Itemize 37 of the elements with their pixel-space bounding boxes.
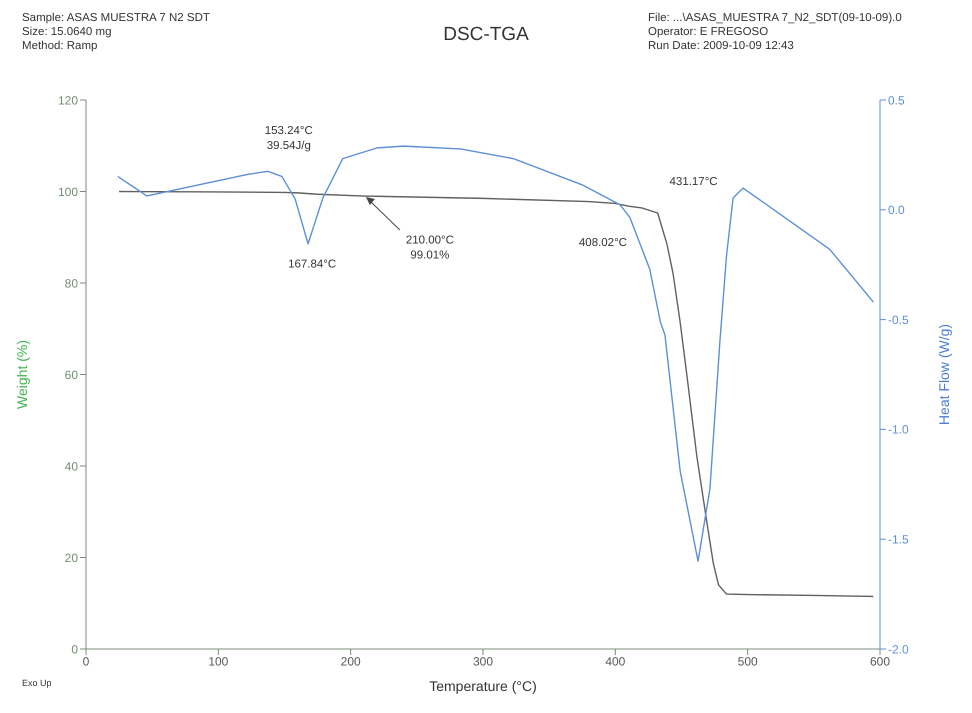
y2-tick-label: 0.5 (888, 93, 906, 108)
x-tick-label: 400 (605, 654, 626, 669)
text: Sample: ASAS MUESTRA 7 N2 SDT (22, 12, 210, 24)
x-tick-label: 300 (472, 654, 494, 669)
y-tick-label: 60 (64, 368, 78, 382)
text: Method: Ramp (22, 40, 98, 52)
text: File: ...\ASAS_MUESTRA 7_N2_SDT(09-10-09).0 (648, 12, 902, 24)
x-axis-title: Temperature (°C) (429, 678, 537, 694)
annotation: 408.02°C (578, 236, 627, 249)
y-tick-label: 0 (71, 642, 78, 656)
y2-tick-label: -1.5 (888, 532, 910, 546)
annotation: 431.17°C (670, 176, 718, 188)
y2-axis-title: Heat Flow (W/g) (936, 324, 952, 426)
chart-title: DSC-TGA (443, 24, 529, 45)
x-tick-label: 200 (340, 654, 361, 669)
text: Run Date: 2009-10-09 12:43 (648, 40, 794, 52)
x-tick-label: 500 (738, 654, 758, 669)
x-tick-label: 0 (82, 654, 90, 669)
x-tick-label: 100 (208, 654, 229, 669)
y-tick-label: 100 (58, 184, 78, 199)
y2-tick-label: 0.0 (888, 203, 906, 218)
y2-tick-label: -1.0 (888, 422, 910, 437)
text: Operator: E FREGOSO (648, 26, 768, 38)
text: Size: 15.0640 mg (22, 26, 112, 38)
annotation: 167.84°C (288, 258, 336, 271)
y-tick-label: 20 (64, 550, 78, 565)
annotation: 153.24°C 39.54J/g (264, 124, 313, 152)
y-tick-label: 120 (58, 93, 78, 108)
line-series (118, 190, 874, 598)
y-tick-label: 80 (64, 276, 78, 290)
y2-tick-label: -0.5 (888, 312, 910, 327)
y2-tick-label: -2.0 (888, 642, 910, 656)
y-tick-label: 40 (64, 459, 78, 474)
y-axis-title: Weight (%) (14, 340, 30, 409)
annotation: 210.00°C 99.01% (406, 234, 454, 262)
text: Exo Up (22, 678, 52, 688)
x-tick-label: 600 (870, 654, 890, 669)
